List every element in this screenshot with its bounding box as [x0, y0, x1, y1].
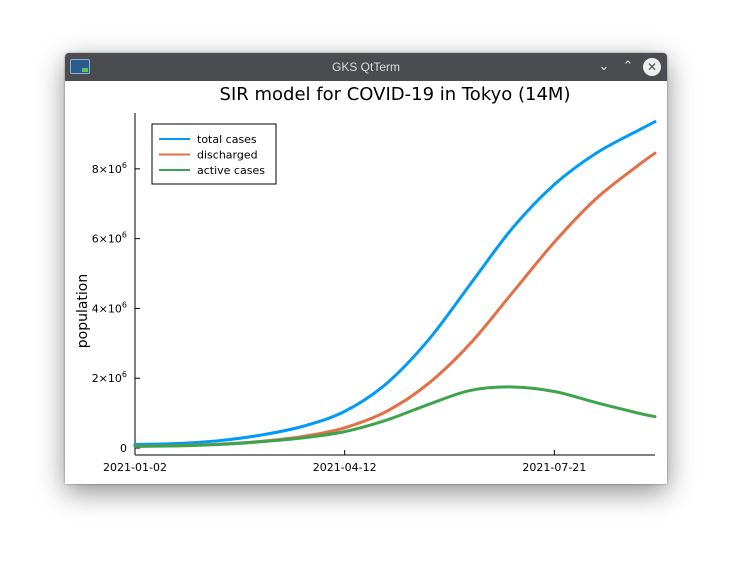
y-tick-exponent: 6 — [122, 300, 127, 309]
legend: total cases discharged active cases — [151, 123, 277, 185]
chevron-up-icon[interactable]: ⌃ — [622, 59, 634, 74]
gks-app-icon — [70, 59, 90, 74]
chart-title: SIR model for COVID-19 in Tokyo (14M) — [220, 84, 571, 105]
series-lines — [133, 120, 657, 448]
series-line-0 — [133, 120, 657, 447]
y-tick-exponent: 6 — [122, 231, 127, 240]
sir-line-chart: SIR model for COVID-19 in Tokyo (14M) po… — [65, 81, 667, 484]
y-tick-mantissa: 6×10 — [92, 233, 122, 246]
series-line-2 — [133, 385, 657, 448]
y-tick-label: 8×106 — [92, 161, 127, 176]
y-tick-label: 2×106 — [92, 370, 127, 385]
window-title: GKS QtTerm — [331, 60, 400, 74]
x-tick-label: 2021-01-02 — [103, 461, 167, 474]
legend-label: active cases — [197, 164, 265, 177]
legend-items: total cases discharged active cases — [159, 133, 265, 177]
y-axis-label: population — [75, 274, 91, 349]
x-tick-label: 2021-07-21 — [522, 461, 586, 474]
y-tick-label: 6×106 — [92, 231, 127, 246]
y-tick-exponent: 6 — [122, 161, 127, 170]
y-tick-label: 4×106 — [92, 300, 127, 315]
y-tick-mantissa: 8×10 — [92, 163, 122, 176]
close-icon[interactable]: ✕ — [643, 58, 661, 76]
y-tick-mantissa: 2×10 — [92, 372, 122, 385]
y-tick-label: 0 — [120, 442, 127, 455]
legend-label: total cases — [197, 133, 257, 146]
legend-label: discharged — [197, 149, 258, 162]
title-bar[interactable]: GKS QtTerm ⌄ ⌃ ✕ — [65, 53, 667, 81]
y-tick-exponent: 6 — [122, 370, 127, 379]
y-tick-mantissa: 4×10 — [92, 302, 122, 315]
x-tick-label: 2021-04-12 — [313, 461, 377, 474]
x-ticks: 2021-01-02 2021-04-12 2021-07-21 — [103, 450, 586, 474]
plot-window: GKS QtTerm ⌄ ⌃ ✕ SIR model for COVID-19 … — [65, 53, 667, 484]
y-tick-mantissa: 0 — [120, 442, 127, 455]
chevron-down-icon[interactable]: ⌄ — [598, 59, 610, 74]
